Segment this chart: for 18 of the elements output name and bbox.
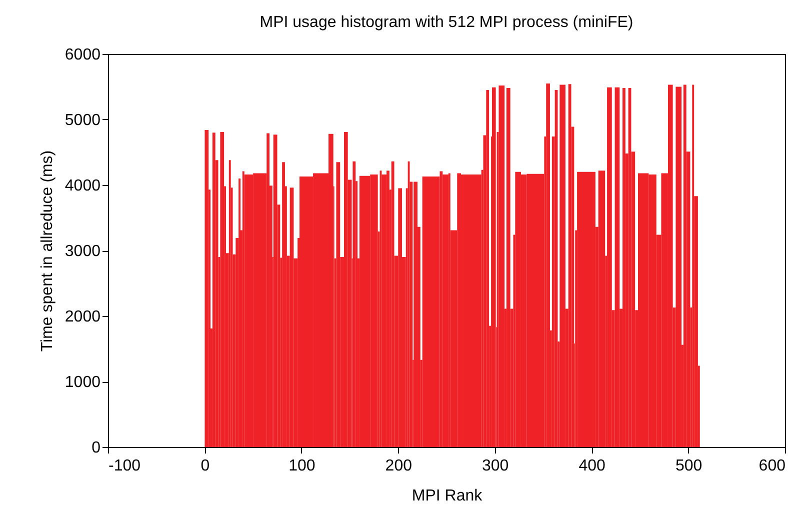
x-tick-label: 300 [482, 458, 509, 474]
y-tick-label: 4000 [64, 178, 101, 194]
x-tick-label: 500 [675, 458, 702, 474]
x-tick-label: 200 [385, 458, 412, 474]
y-tick-label: 0 [92, 440, 101, 456]
y-tick-label: 3000 [64, 243, 101, 260]
x-tick-label: 100 [288, 458, 316, 474]
chart-title: MPI usage histogram with 512 MPI process (miniFE) [260, 14, 634, 31]
x-axis-title: MPI Rank [412, 488, 484, 504]
x-tick-label: 600 [758, 458, 786, 474]
y-tick-label: 2000 [64, 308, 101, 326]
x-tick-label: 0 [200, 458, 210, 474]
x-tick-label: -100 [108, 458, 141, 474]
x-tick-label: 400 [578, 458, 606, 474]
y-axis-title: Time spent in allreduce (ms) [38, 150, 56, 352]
y-tick-label: 6000 [64, 46, 101, 64]
y-tick-label: 1000 [64, 374, 101, 391]
y-tick-label: 5000 [64, 112, 101, 129]
